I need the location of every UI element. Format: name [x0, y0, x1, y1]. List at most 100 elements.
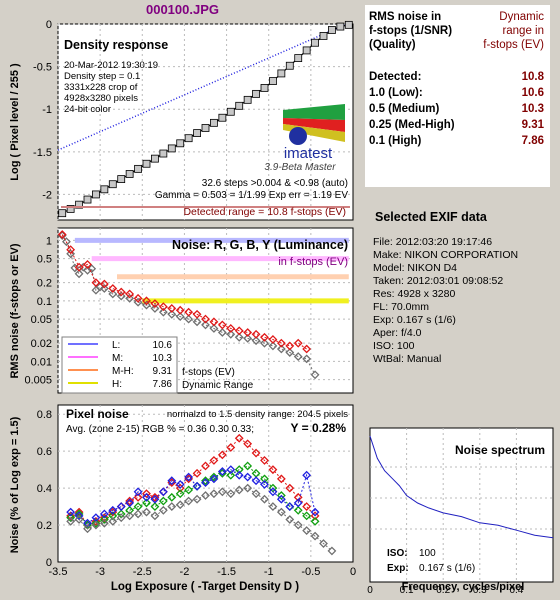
pixel-point-B	[310, 507, 320, 517]
noise-point-R	[234, 326, 244, 336]
logo-version: 3.9-Beta Master	[264, 162, 336, 173]
noise-point-R	[251, 329, 261, 339]
noise-point-R	[260, 332, 269, 342]
density-point	[58, 209, 67, 218]
pixel-point-Y	[108, 516, 118, 526]
spectrum-iso-value: 100	[419, 548, 436, 559]
density-point	[117, 175, 126, 183]
pixel-point-Y	[310, 531, 320, 541]
imatest-logo-text: imatest	[284, 145, 333, 162]
pixel-point-Y	[201, 491, 210, 500]
noise-ylabel: RMS noise (f-stops or EV)	[9, 243, 21, 378]
pixel-point-B	[150, 494, 160, 504]
noise-point-Y	[293, 352, 303, 361]
noise-point-Y	[167, 309, 177, 319]
pixel-point-Y	[260, 494, 269, 504]
noise-point-R	[142, 296, 151, 306]
pixel-point-B	[108, 505, 118, 515]
noise-point-Y	[217, 328, 227, 337]
pixel-point-G	[184, 485, 194, 495]
pixel-point-G	[74, 509, 84, 519]
noise-point-Y	[285, 348, 295, 357]
pixel-xtick-label: -1	[264, 566, 274, 578]
pixel-point-G	[175, 489, 185, 499]
density-point	[151, 154, 159, 163]
pixel-ytick-label: 0	[46, 557, 52, 569]
density-point	[269, 77, 277, 85]
spectrum-xtick-label: 0	[367, 585, 373, 596]
noise-series-R	[61, 234, 307, 350]
pixel-point-B	[251, 476, 261, 486]
noise-chart: 1 0.5 0.2 0.1 0.05 0.02 0.01 0.005 Noise: R, G,…	[9, 227, 354, 394]
pixel-point-B	[234, 470, 244, 480]
pixel-xtick-label: -3	[95, 566, 105, 578]
pixel-point-B	[116, 502, 126, 512]
pixel-point-R	[201, 461, 210, 471]
noise-point-R	[201, 314, 210, 324]
pixel-point-R	[285, 483, 295, 493]
density-point	[193, 129, 201, 137]
rms-header-left-1: RMS noise in	[369, 11, 442, 23]
pixel-xtick-label: 0	[350, 566, 356, 578]
rms-row-med-high: 0.25 (Med-High) 9.31	[369, 119, 544, 131]
density-point	[243, 95, 252, 104]
legend-value-m: 10.3	[153, 353, 173, 364]
density-point	[167, 144, 176, 153]
density-gamma-stat: Gamma = 0.503 = 1/1.99 Exp err = 1.19 EV	[155, 190, 348, 201]
exif-line: File: 2012:03:20 19:17:46	[373, 236, 493, 248]
pixel-point-Y	[133, 509, 143, 519]
pixel-point-Y	[276, 507, 286, 517]
noise-ytick-label: 0.02	[31, 338, 52, 350]
density-point	[66, 205, 75, 213]
pixel-point-Y	[209, 489, 219, 499]
spectrum-xtick-label: 0.2	[436, 585, 450, 596]
legend-label-mh: M-H:	[112, 366, 134, 377]
density-title: Density response	[64, 38, 168, 52]
spectrum-xtick-label: 0.3	[473, 585, 487, 596]
noise-point-Y	[116, 291, 126, 301]
pixel-point-R	[217, 450, 227, 460]
noise-point-Y	[243, 333, 253, 343]
pixel-point-Y	[302, 526, 312, 536]
pixel-point-B	[192, 481, 202, 491]
spectrum-line	[369, 435, 554, 539]
pixel-point-B	[184, 472, 194, 482]
rms-row-medium: 0.5 (Medium) 10.3	[369, 103, 544, 115]
noise-ytick-label: 0.05	[31, 314, 52, 326]
noise-point-Y	[66, 249, 76, 259]
pixel-ytick-label: 0.6	[37, 446, 52, 458]
pixel-point-Y	[83, 524, 92, 534]
pixel-point-G	[310, 516, 320, 526]
spectrum-exp-value: 0.167 s (1/6)	[419, 563, 475, 574]
pixel-point-B	[268, 487, 278, 497]
rms-header-right-3: f-stops (EV)	[483, 39, 544, 51]
pixel-xtick-label: -2	[180, 566, 190, 578]
noise-point-Y	[201, 320, 210, 330]
density-point	[226, 107, 235, 116]
noise-point-R	[302, 344, 312, 354]
density-info-line: 20-Mar-2012 19:30:19	[64, 60, 158, 71]
pixel-point-B	[133, 487, 143, 497]
density-info-line: 3331x228 crop of	[64, 82, 138, 93]
noise-point-Y	[184, 314, 194, 324]
noise-title: Noise: R, G, B, Y (Luminance)	[172, 238, 348, 252]
pixel-point-R	[133, 492, 143, 502]
exif-line: Res: 4928 x 3280	[373, 288, 456, 300]
pixel-xtick-label: -3.5	[49, 566, 68, 578]
pixel-point-Y	[319, 539, 328, 548]
pixel-header-note: normalzd to 1.5 density range: 204.5 pix…	[167, 409, 348, 420]
rms-header-right-1: Dynamic	[499, 11, 544, 23]
pixel-point-B	[217, 467, 227, 476]
pixel-point-B	[201, 478, 210, 487]
pixel-xtick-label: -1.5	[217, 566, 236, 578]
noise-point-Y	[83, 265, 92, 275]
density-ytick-label: -1.5	[33, 147, 52, 159]
noise-spectrum-chart: 0 0.1 0.2 0.3 0.4 Noise spectrum ISO: 100 Ex…	[367, 427, 554, 596]
density-point	[285, 61, 294, 70]
pixel-point-R	[192, 468, 202, 478]
pixel-point-B	[142, 492, 151, 502]
pixel-point-B	[175, 480, 185, 489]
pixel-point-G	[226, 470, 236, 480]
noise-point-R	[192, 309, 202, 319]
density-point	[277, 69, 286, 78]
